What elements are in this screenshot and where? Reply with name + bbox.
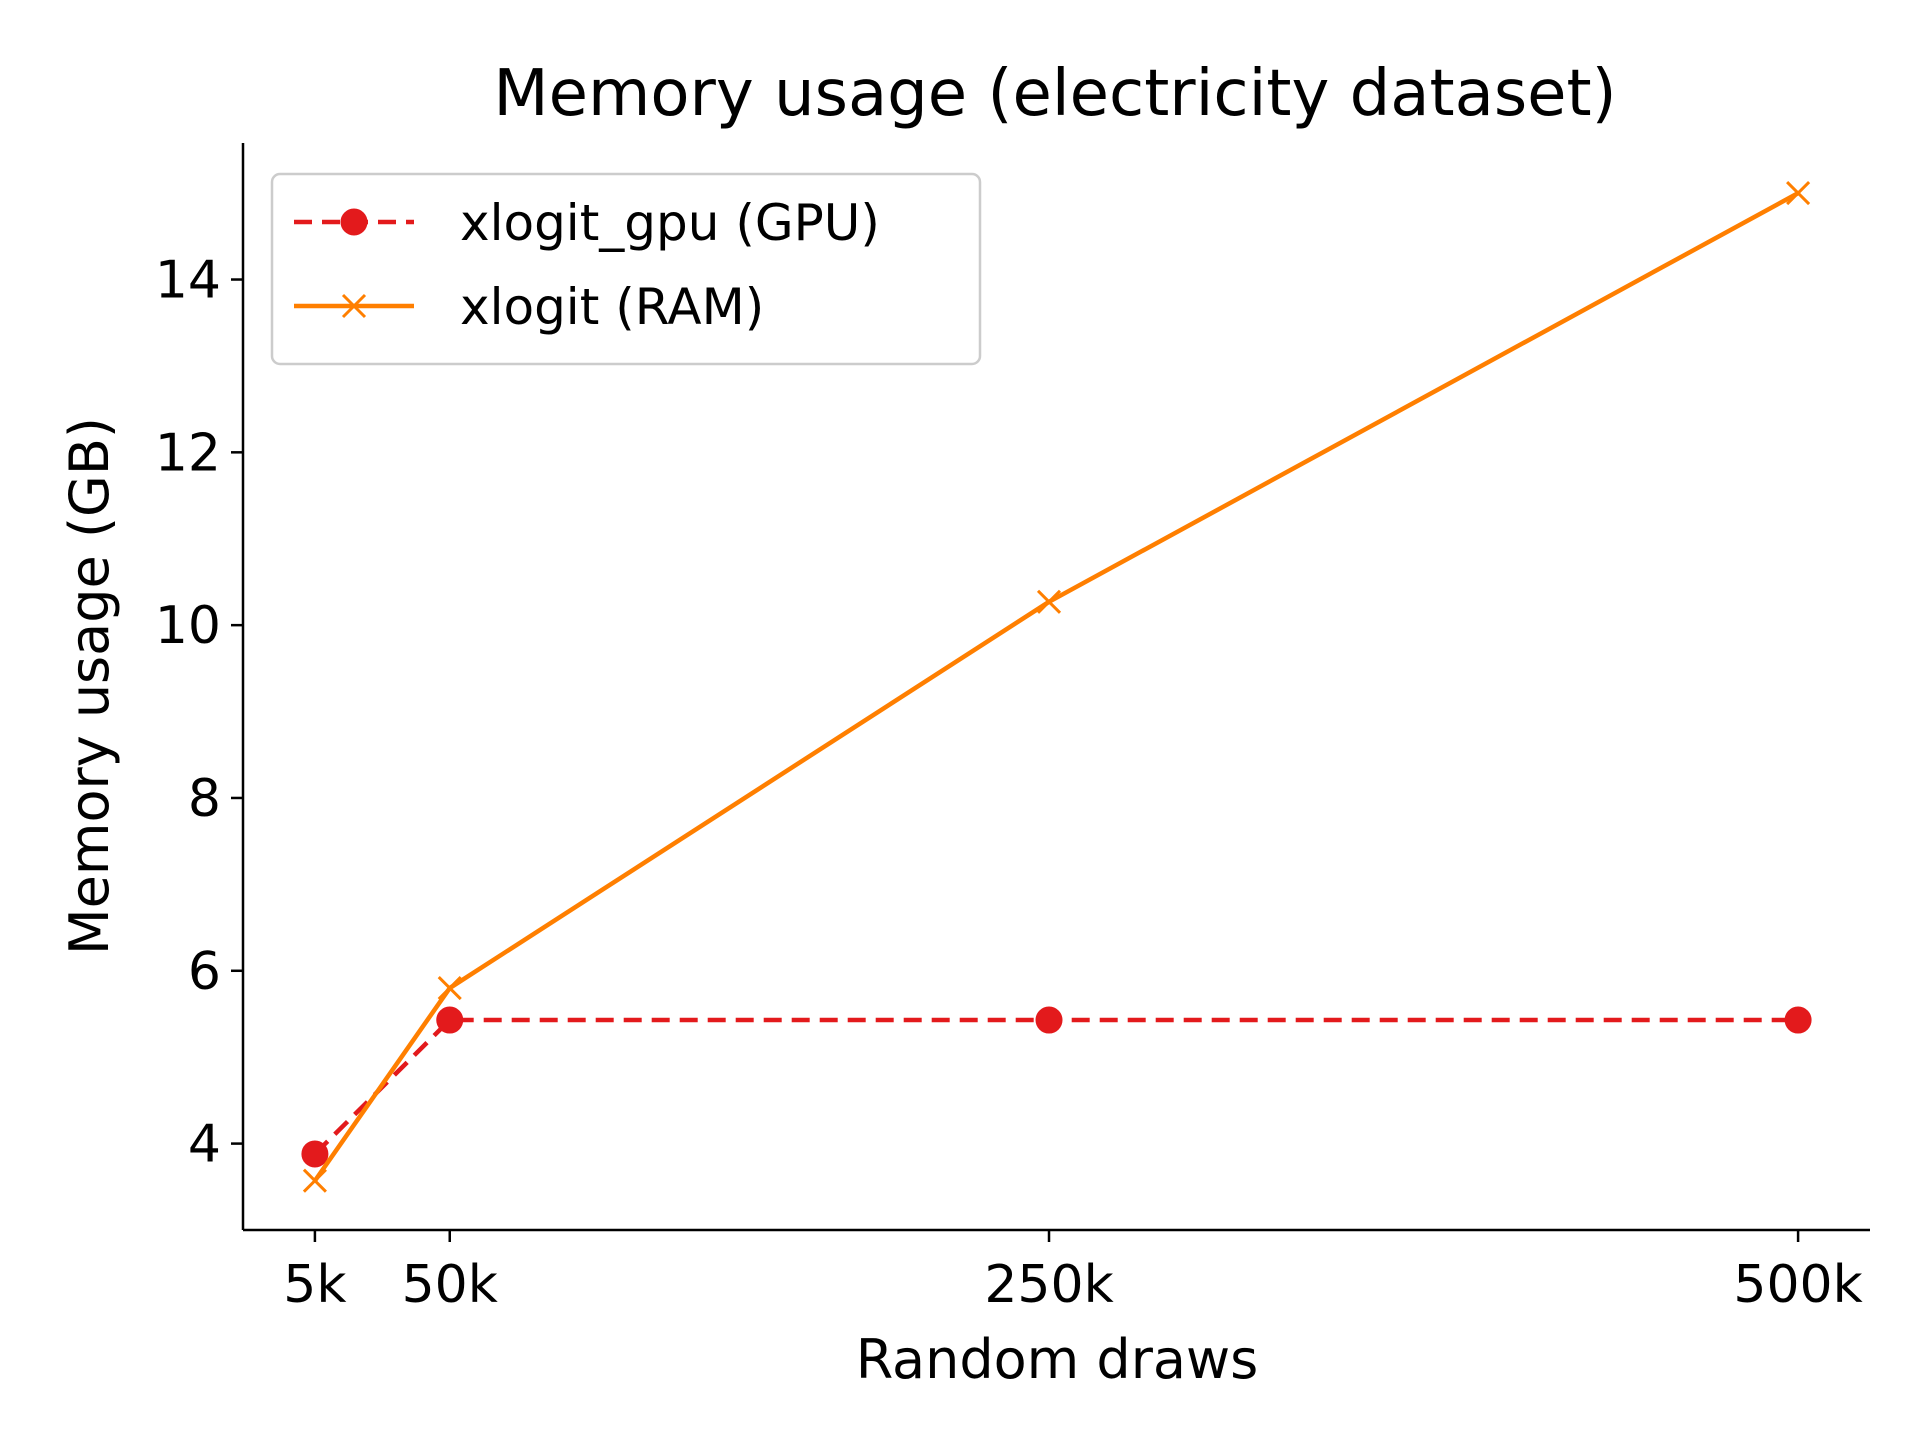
x-tick-label: 50k bbox=[402, 1255, 498, 1315]
y-tick-label: 10 bbox=[155, 596, 221, 656]
axes bbox=[241, 143, 1870, 1232]
series-line bbox=[313, 191, 1800, 1183]
series-1 bbox=[302, 181, 1811, 1193]
x-tick-label: 5k bbox=[283, 1255, 346, 1315]
legend: xlogit_gpu (GPU) xlogit (RAM) bbox=[270, 172, 982, 366]
x-axis-label: Random draws bbox=[856, 1328, 1259, 1391]
y-tick-label: 4 bbox=[188, 1115, 221, 1175]
chart-title: Memory usage (electricity dataset) bbox=[493, 57, 1616, 131]
legend-box bbox=[270, 172, 982, 366]
data-point-x-marker bbox=[302, 1168, 327, 1193]
y-tick-label: 8 bbox=[188, 769, 221, 829]
data-point-circle bbox=[340, 208, 368, 236]
data-point-circle bbox=[301, 1140, 329, 1168]
data-point-x-marker bbox=[1786, 181, 1811, 206]
x-tick-label: 250k bbox=[984, 1255, 1113, 1315]
series-layer bbox=[301, 181, 1812, 1193]
data-point-circle bbox=[1035, 1006, 1063, 1034]
data-point-x-marker bbox=[437, 975, 462, 1001]
y-axis-label: Memory usage (GB) bbox=[58, 417, 121, 955]
legend-label: xlogit (RAM) bbox=[460, 278, 764, 336]
legend-label: xlogit_gpu (GPU) bbox=[460, 194, 880, 252]
y-tick-label: 6 bbox=[188, 942, 221, 1002]
x-ticks: 5k 50k 250k 500k bbox=[283, 1230, 1863, 1315]
data-point-x-marker bbox=[341, 293, 367, 319]
legend-entries: xlogit_gpu (GPU) xlogit (RAM) bbox=[294, 194, 880, 336]
series-0 bbox=[301, 1006, 1812, 1168]
y-tick-label: 14 bbox=[155, 251, 221, 311]
data-point-x-marker bbox=[1036, 589, 1062, 614]
data-point-circle bbox=[436, 1006, 464, 1034]
y-ticks: 4 6 8 10 12 14 bbox=[155, 251, 243, 1175]
legend-entry-0: xlogit_gpu (GPU) bbox=[294, 194, 880, 252]
y-tick-label: 12 bbox=[155, 423, 221, 483]
data-point-circle bbox=[1784, 1006, 1812, 1034]
legend-entry-1: xlogit (RAM) bbox=[294, 278, 764, 336]
x-tick-label: 500k bbox=[1733, 1255, 1862, 1315]
series-line bbox=[313, 1017, 1799, 1156]
